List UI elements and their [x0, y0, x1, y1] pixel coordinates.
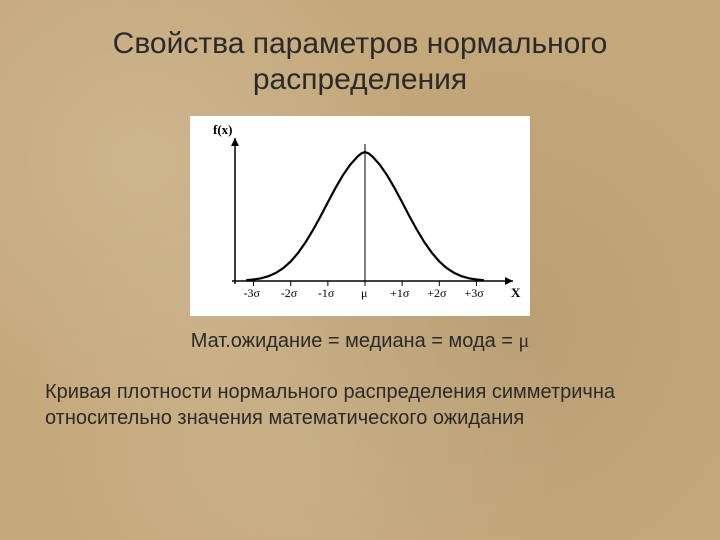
chart-svg: f(x) Xμ -3σ -2σ -1σ +1σ +2σ +3σ [190, 116, 530, 316]
svg-text:f(x): f(x) [213, 122, 233, 137]
svg-text:μ: μ [361, 286, 367, 300]
svg-text:X: X [511, 285, 521, 300]
svg-text:+2σ: +2σ [427, 286, 447, 300]
svg-text:-1σ: -1σ [318, 286, 335, 300]
caption-text: Мат.ожидание = медиана = мода = [191, 330, 519, 352]
slide: Свойства параметров нормального распреде… [0, 0, 720, 540]
svg-text:-2σ: -2σ [281, 286, 298, 300]
svg-text:+3σ: +3σ [464, 286, 484, 300]
chart-caption: Мат.ожидание = медиана = мода = μ [45, 330, 675, 353]
svg-text:-3σ: -3σ [244, 286, 261, 300]
body-paragraph: Кривая плотности нормального распределен… [45, 379, 675, 431]
mu-symbol: μ [519, 330, 530, 352]
slide-title: Свойства параметров нормального распреде… [45, 26, 675, 98]
svg-text:+1σ: +1σ [390, 286, 410, 300]
normal-distribution-chart: f(x) Xμ -3σ -2σ -1σ +1σ +2σ +3σ [190, 116, 530, 316]
